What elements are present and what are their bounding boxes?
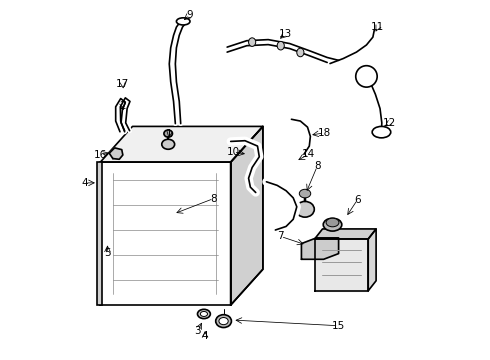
Ellipse shape xyxy=(197,309,210,319)
Ellipse shape xyxy=(164,130,172,137)
Text: 6: 6 xyxy=(354,195,361,204)
Ellipse shape xyxy=(162,139,174,149)
Text: 4: 4 xyxy=(202,332,208,342)
Ellipse shape xyxy=(299,189,311,198)
Ellipse shape xyxy=(326,218,339,227)
Polygon shape xyxy=(315,229,376,239)
Text: 12: 12 xyxy=(383,118,396,128)
Polygon shape xyxy=(368,229,376,291)
Ellipse shape xyxy=(372,126,391,138)
Text: 10: 10 xyxy=(227,147,240,157)
Ellipse shape xyxy=(216,315,231,328)
Ellipse shape xyxy=(176,18,190,25)
Bar xyxy=(97,162,102,305)
Text: 15: 15 xyxy=(332,321,345,331)
Text: 14: 14 xyxy=(302,149,315,159)
Polygon shape xyxy=(315,239,368,291)
Polygon shape xyxy=(100,126,263,162)
Text: 18: 18 xyxy=(318,128,331,138)
Text: 8: 8 xyxy=(210,194,217,203)
Text: 2: 2 xyxy=(120,102,126,111)
Text: 13: 13 xyxy=(278,29,292,39)
Polygon shape xyxy=(100,162,231,305)
Ellipse shape xyxy=(296,202,314,217)
Ellipse shape xyxy=(200,311,207,316)
Text: 9: 9 xyxy=(186,10,193,20)
Ellipse shape xyxy=(323,218,342,231)
Ellipse shape xyxy=(277,41,284,50)
Text: 16: 16 xyxy=(94,150,107,160)
Polygon shape xyxy=(301,238,339,259)
Polygon shape xyxy=(231,126,263,305)
Ellipse shape xyxy=(219,318,228,325)
Text: 7: 7 xyxy=(277,231,284,242)
Ellipse shape xyxy=(356,66,377,87)
Text: 1: 1 xyxy=(166,129,172,139)
Text: 4: 4 xyxy=(82,178,88,188)
Polygon shape xyxy=(231,126,263,305)
Ellipse shape xyxy=(297,48,304,57)
Text: 5: 5 xyxy=(104,248,111,258)
Polygon shape xyxy=(109,148,123,159)
Text: 11: 11 xyxy=(371,22,385,32)
Text: 17: 17 xyxy=(116,79,129,89)
Text: 3: 3 xyxy=(195,326,201,336)
Ellipse shape xyxy=(248,38,256,46)
Text: 8: 8 xyxy=(314,161,320,171)
